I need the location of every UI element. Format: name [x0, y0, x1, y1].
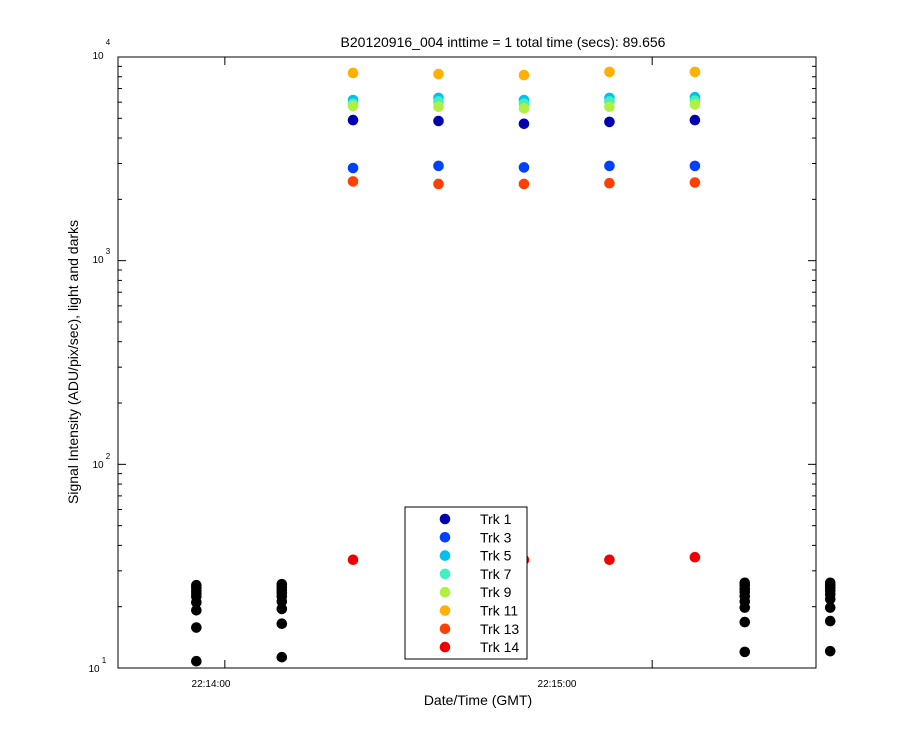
y-tick-label: 10: [92, 460, 104, 471]
data-point: [689, 99, 701, 110]
dark-point: [739, 616, 751, 628]
data-point: [433, 68, 444, 80]
legend-label: Trk 5: [480, 548, 512, 564]
legend-label: Trk 13: [480, 621, 519, 637]
chart-title: B20120916_004 inttime = 1 total time (se…: [341, 34, 666, 50]
data-point: [604, 554, 615, 566]
dark-point: [276, 651, 288, 663]
data-point: [433, 101, 444, 113]
dark-point: [824, 645, 836, 657]
data-point: [604, 101, 615, 113]
dark-point: [824, 615, 836, 627]
data-point: [689, 66, 701, 78]
data-point: [604, 116, 615, 128]
dark-point: [276, 603, 288, 615]
dark-point: [191, 655, 202, 667]
x-axis-title: Date/Time (GMT): [424, 692, 532, 708]
legend-marker: [439, 568, 451, 580]
data-point: [433, 115, 444, 127]
dark-point: [824, 593, 836, 605]
data-point: [433, 178, 444, 190]
data-point: [518, 118, 530, 130]
legend-label: Trk 11: [480, 603, 518, 619]
legend-label: Trk 1: [480, 511, 512, 527]
legend-marker: [439, 586, 451, 598]
data-point: [347, 176, 359, 187]
data-point: [347, 114, 359, 126]
legend-label: Trk 14: [480, 639, 519, 655]
data-point: [433, 160, 444, 172]
y-tick-label: 10: [92, 255, 104, 266]
data-point: [689, 177, 701, 188]
legend-marker: [439, 513, 451, 525]
legend-marker: [439, 532, 451, 543]
dark-point: [276, 596, 288, 607]
data-point: [689, 160, 701, 172]
data-point: [604, 177, 615, 189]
data-point: [347, 100, 359, 112]
data-point: [518, 178, 530, 190]
axis-ticks: [118, 57, 816, 669]
data-point: [689, 551, 701, 563]
legend-label: Trk 7: [480, 566, 512, 582]
legend-items: Trk 1 Trk 3 Trk 5 Trk 7 Trk 9 Trk 11 Trk 13 Trk…: [439, 511, 519, 655]
data-point: [518, 102, 530, 114]
y-tick-exponent: 2: [106, 452, 111, 461]
dark-point: [739, 646, 751, 658]
data-points: [191, 66, 836, 667]
x-tick-label: 22:15:00: [538, 679, 577, 690]
legend-box: [404, 506, 528, 660]
legend-marker: [439, 641, 451, 653]
plot-frame: [117, 56, 817, 669]
y-tick-label: 10: [92, 51, 104, 62]
dark-point: [739, 602, 751, 613]
data-point: [347, 67, 359, 79]
data-point: [518, 162, 530, 173]
dark-point: [276, 618, 288, 630]
data-point: [604, 66, 615, 78]
legend-marker: [439, 605, 451, 616]
data-point: [518, 69, 530, 81]
x-tick-label: 22:14:00: [192, 679, 231, 690]
y-tick-label: 10: [88, 664, 100, 675]
data-point: [604, 160, 615, 172]
dark-point: [824, 602, 836, 613]
y-tick-exponent: 1: [102, 656, 107, 665]
dark-point: [191, 605, 202, 616]
dark-point: [191, 622, 202, 633]
y-axis-title: Signal Intensity (ADU/pix/sec), light an…: [65, 220, 81, 504]
legend: Trk 1 Trk 3 Trk 5 Trk 7 Trk 9 Trk 11 Trk 13 Trk…: [404, 506, 528, 660]
legend-label: Trk 9: [480, 584, 512, 600]
data-point: [347, 162, 359, 174]
dark-point: [191, 597, 202, 608]
data-point: [347, 554, 359, 566]
y-tick-exponent: 4: [106, 38, 111, 47]
y-tick-exponent: 3: [106, 247, 111, 256]
legend-marker: [439, 550, 451, 561]
data-point: [689, 114, 701, 126]
legend-label: Trk 3: [480, 529, 512, 545]
legend-marker: [439, 623, 451, 635]
